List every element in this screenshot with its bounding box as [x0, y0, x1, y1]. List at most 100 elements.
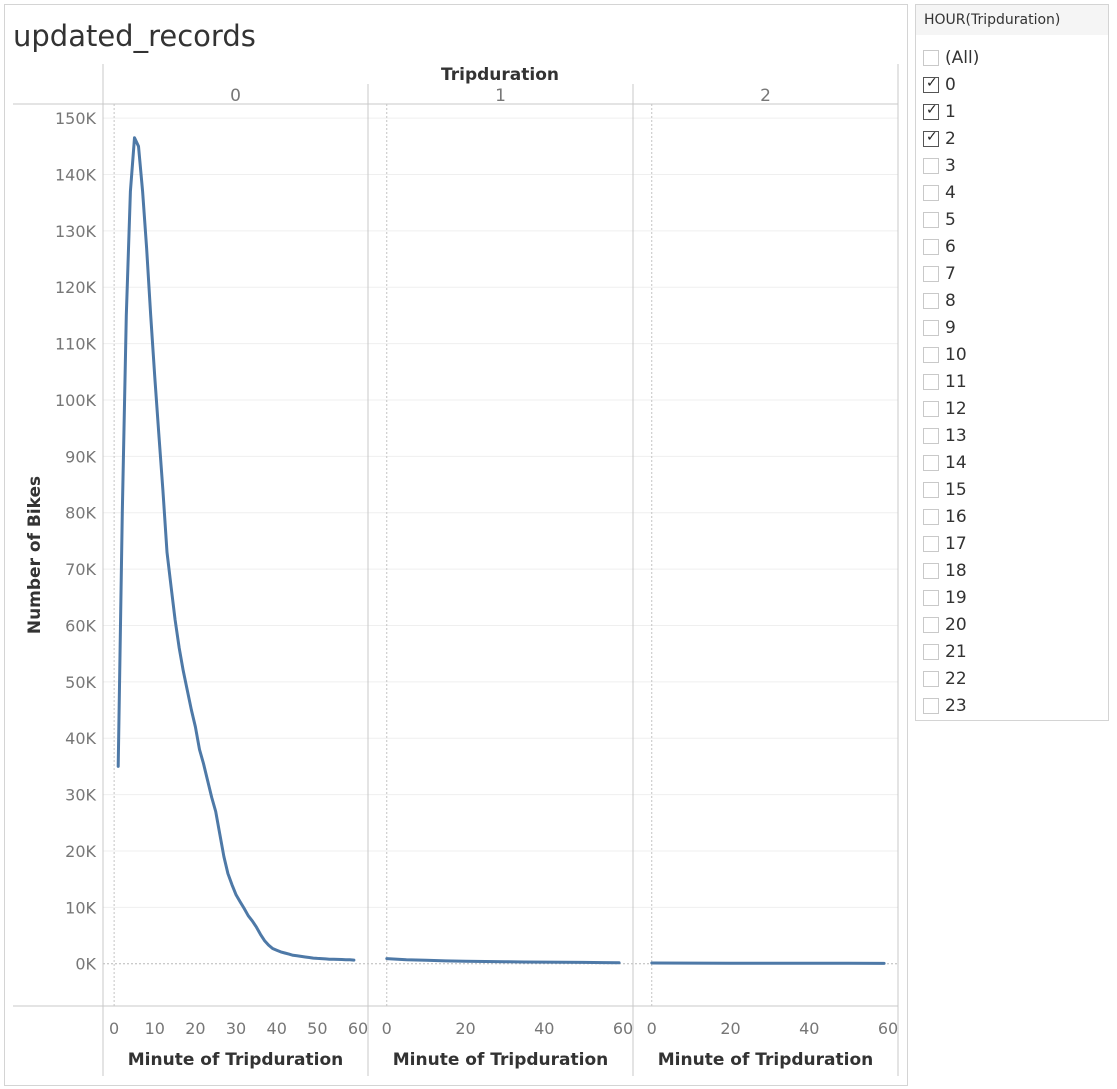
- y-tick-label: 100K: [55, 391, 97, 410]
- filter-item[interactable]: 15: [923, 479, 967, 501]
- x-axis-label: Minute of Tripduration: [128, 1050, 344, 1070]
- filter-item-label: 3: [945, 156, 956, 176]
- filter-item[interactable]: 10: [923, 344, 967, 366]
- filter-item[interactable]: 0: [923, 74, 956, 96]
- y-tick-label: 40K: [65, 729, 96, 748]
- filter-item[interactable]: 16: [923, 506, 967, 528]
- x-tick-label: 10: [145, 1019, 165, 1038]
- filter-item-label: 22: [945, 669, 967, 689]
- y-tick-label: 130K: [55, 222, 97, 241]
- filter-item[interactable]: 14: [923, 452, 967, 474]
- x-tick-label: 50: [307, 1019, 327, 1038]
- filter-item-label: 19: [945, 588, 967, 608]
- checkbox-unchecked[interactable]: [923, 428, 939, 444]
- checkbox-unchecked[interactable]: [923, 158, 939, 174]
- y-tick-label: 70K: [65, 560, 96, 579]
- series-line-1: [385, 957, 621, 965]
- pane-header-label: 2: [760, 86, 771, 106]
- filter-item-label: (All): [945, 48, 980, 68]
- checkbox-unchecked[interactable]: [923, 50, 939, 66]
- checkbox-unchecked[interactable]: [923, 266, 939, 282]
- filter-item[interactable]: 13: [923, 425, 967, 447]
- checkbox-unchecked[interactable]: [923, 455, 939, 471]
- checkbox-unchecked[interactable]: [923, 644, 939, 660]
- filter-item-label: 17: [945, 534, 967, 554]
- x-tick-label: 20: [185, 1019, 205, 1038]
- x-tick-label: 20: [455, 1019, 475, 1038]
- filter-item-label: 18: [945, 561, 967, 581]
- checkbox-unchecked[interactable]: [923, 401, 939, 417]
- viz-sheet: updated_records: [4, 4, 908, 1086]
- y-tick-label: 150K: [55, 109, 97, 128]
- filter-item[interactable]: 8: [923, 290, 956, 312]
- filter-item[interactable]: 22: [923, 668, 967, 690]
- series-line-0: [116, 136, 356, 962]
- y-tick-label: 140K: [55, 165, 97, 184]
- y-tick-label: 20K: [65, 842, 96, 861]
- x-tick-label: 40: [534, 1019, 554, 1038]
- filter-item-label: 13: [945, 426, 967, 446]
- filter-item-label: 5: [945, 210, 956, 230]
- x-axis-label: Minute of Tripduration: [658, 1050, 874, 1070]
- checkbox-unchecked[interactable]: [923, 185, 939, 201]
- y-tick-label: 10K: [65, 898, 96, 917]
- y-tick-label: 110K: [55, 335, 97, 354]
- checkbox-unchecked[interactable]: [923, 671, 939, 687]
- checkbox-unchecked[interactable]: [923, 482, 939, 498]
- filter-item-label: 6: [945, 237, 956, 257]
- filter-item[interactable]: 19: [923, 587, 967, 609]
- filter-item-label: 14: [945, 453, 967, 473]
- filter-item-label: 20: [945, 615, 967, 635]
- checkbox-unchecked[interactable]: [923, 212, 939, 228]
- filter-item-label: 21: [945, 642, 967, 662]
- filter-item[interactable]: 5: [923, 209, 956, 231]
- checkbox-unchecked[interactable]: [923, 374, 939, 390]
- y-tick-label: 80K: [65, 504, 96, 523]
- filter-item[interactable]: (All): [923, 47, 979, 69]
- filter-title: HOUR(Tripduration): [916, 5, 1108, 35]
- filter-item[interactable]: 2: [923, 128, 956, 150]
- filter-item-label: 8: [945, 291, 956, 311]
- checkbox-unchecked[interactable]: [923, 590, 939, 606]
- x-tick-label: 60: [348, 1019, 368, 1038]
- checkbox-unchecked[interactable]: [923, 698, 939, 714]
- x-axis-label: Minute of Tripduration: [393, 1050, 609, 1070]
- filter-item[interactable]: 4: [923, 182, 956, 204]
- y-axis-label: Number of Bikes: [25, 476, 45, 634]
- y-tick-label: 30K: [65, 786, 96, 805]
- filter-item[interactable]: 20: [923, 614, 967, 636]
- filter-item[interactable]: 9: [923, 317, 956, 339]
- filter-item-label: 2: [945, 129, 956, 149]
- filter-item[interactable]: 23: [923, 695, 967, 717]
- filter-item[interactable]: 6: [923, 236, 956, 258]
- checkbox-checked[interactable]: [923, 75, 939, 93]
- checkbox-checked[interactable]: [923, 102, 939, 120]
- y-tick-label: 0K: [75, 955, 96, 974]
- filter-item-label: 10: [945, 345, 967, 365]
- checkbox-checked[interactable]: [923, 129, 939, 147]
- filter-item[interactable]: 11: [923, 371, 967, 393]
- x-tick-label: 20: [720, 1019, 740, 1038]
- filter-item[interactable]: 18: [923, 560, 967, 582]
- filter-item[interactable]: 21: [923, 641, 967, 663]
- checkbox-unchecked[interactable]: [923, 617, 939, 633]
- y-tick-label: 50K: [65, 673, 96, 692]
- checkbox-unchecked[interactable]: [923, 509, 939, 525]
- filter-item[interactable]: 3: [923, 155, 956, 177]
- x-tick-label: 30: [226, 1019, 246, 1038]
- filter-item[interactable]: 7: [923, 263, 956, 285]
- checkbox-unchecked[interactable]: [923, 293, 939, 309]
- x-tick-label: 60: [878, 1019, 898, 1038]
- checkbox-unchecked[interactable]: [923, 347, 939, 363]
- sheet-title: updated_records: [13, 19, 256, 53]
- checkbox-unchecked[interactable]: [923, 536, 939, 552]
- filter-item-label: 1: [945, 102, 956, 122]
- checkbox-unchecked[interactable]: [923, 563, 939, 579]
- checkbox-unchecked[interactable]: [923, 320, 939, 336]
- filter-item[interactable]: 17: [923, 533, 967, 555]
- filter-item[interactable]: 12: [923, 398, 967, 420]
- x-tick-label: 0: [647, 1019, 657, 1038]
- filter-item[interactable]: 1: [923, 101, 956, 123]
- y-tick-label: 120K: [55, 278, 97, 297]
- checkbox-unchecked[interactable]: [923, 239, 939, 255]
